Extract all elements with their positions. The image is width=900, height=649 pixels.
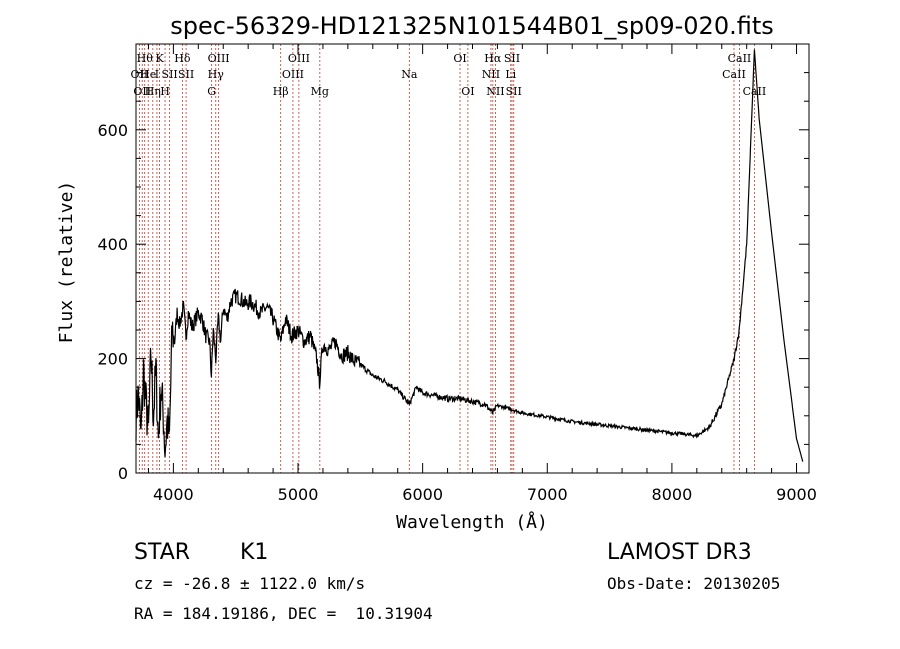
line-marker-label: Hβ	[273, 85, 289, 98]
y-tick-label: 600	[97, 121, 128, 140]
line-marker-label: Hθ	[137, 52, 154, 65]
y-tick-label: 200	[97, 350, 128, 369]
x-tick-label: 6000	[402, 485, 443, 504]
x-tick-label: 5000	[278, 485, 319, 504]
line-marker-label: K	[155, 52, 164, 65]
observation-date: Obs-Date: 20130205	[607, 574, 781, 593]
line-marker-label: He	[140, 68, 156, 81]
y-axis: 0 200 400 600	[97, 72, 809, 483]
line-marker-label: OIII	[288, 52, 310, 65]
redshift-info: cz = -26.8 ± 1122.0 km/s	[134, 574, 366, 593]
line-marker-label: Na	[401, 68, 418, 81]
line-marker-label: Mg	[311, 85, 329, 98]
line-marker-label: NII	[482, 68, 500, 81]
line-marker-label: CaII	[743, 85, 767, 98]
y-axis-label: Flux (relative)	[56, 181, 77, 344]
x-tick-label: 8000	[652, 485, 693, 504]
line-marker-label: Hα	[484, 52, 502, 65]
line-marker-label: OIII	[208, 52, 230, 65]
line-marker-label: OIII	[282, 68, 304, 81]
line-marker-label: OII	[131, 68, 149, 81]
ra-dec-info: RA = 184.19186, DEC = 10.31904	[134, 604, 433, 623]
flux-series-line	[135, 49, 804, 462]
object-class: STAR	[134, 540, 191, 565]
line-marker-label: OI	[461, 85, 474, 98]
plot-frame	[135, 43, 810, 474]
line-marker-label: Hη	[145, 85, 161, 98]
survey-name: LAMOST DR3	[607, 540, 752, 565]
y-tick-label: 400	[97, 235, 128, 254]
x-tick-label: 4000	[153, 485, 194, 504]
line-marker-label: G	[207, 85, 216, 98]
line-marker-labels: OII OII Hθ He Hη IK H SII Hδ SII G Hγ OIII Hβ OIII OIII…	[131, 52, 767, 98]
y-tick-label: 0	[118, 464, 128, 483]
line-marker-label: H	[160, 85, 170, 98]
line-marker-label: CaII	[728, 52, 752, 65]
object-subclass: K1	[240, 540, 269, 565]
x-tick-label: 7000	[527, 485, 568, 504]
x-tick-label: 9000	[776, 485, 817, 504]
line-marker-label: Hγ	[208, 68, 225, 81]
line-marker-label: SII	[162, 68, 178, 81]
line-marker-label: CaII	[722, 68, 746, 81]
line-markers	[138, 44, 755, 473]
line-marker-label: SII	[506, 85, 522, 98]
line-marker-label: SII	[178, 68, 194, 81]
line-marker-label: Hδ	[174, 52, 191, 65]
line-marker-label: SII	[504, 52, 520, 65]
chart-title: spec-56329-HD121325N101544B01_sp09-020.f…	[170, 12, 774, 40]
line-marker-label: OI	[453, 52, 466, 65]
x-axis: 4000 5000 6000 7000 8000 9000	[147, 44, 817, 504]
line-marker-label: NII	[486, 85, 504, 98]
x-axis-label: Wavelength (Å)	[396, 511, 548, 533]
line-marker-label: OII	[133, 85, 151, 98]
line-marker-label: I	[155, 68, 159, 81]
line-marker-label: Li	[505, 68, 516, 81]
